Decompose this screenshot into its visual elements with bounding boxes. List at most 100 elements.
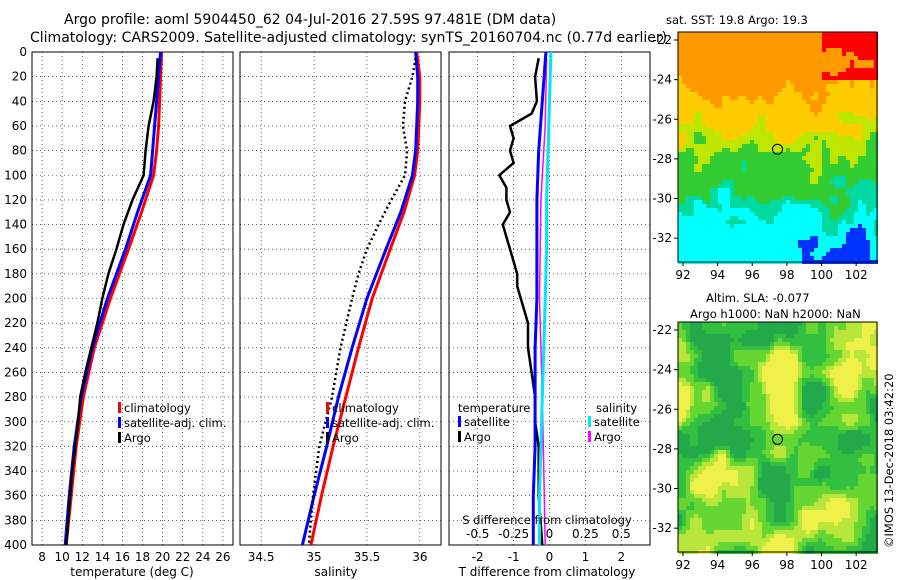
map-cell — [678, 236, 682, 240]
map-cell — [778, 32, 782, 36]
map-cell — [698, 256, 702, 260]
map-cell — [682, 176, 686, 180]
map-cell — [686, 68, 690, 72]
map-cell — [834, 220, 838, 224]
map-cell — [694, 350, 698, 354]
map-cell — [726, 60, 730, 64]
map-cell — [826, 358, 830, 362]
map-cell — [754, 192, 758, 196]
map-cell — [806, 334, 810, 338]
map-cell — [678, 438, 682, 442]
map-cell — [710, 248, 714, 252]
map-cell — [698, 104, 702, 108]
map-cell — [742, 108, 746, 112]
map-cell — [722, 252, 726, 256]
map-cell — [806, 88, 810, 92]
map-cell — [798, 410, 802, 414]
map-cell — [746, 334, 750, 338]
map-cell — [814, 36, 818, 40]
map-cell — [782, 446, 786, 450]
map-cell — [698, 184, 702, 188]
map-cell — [702, 84, 706, 88]
map-cell — [770, 68, 774, 72]
map-cell — [830, 248, 834, 252]
map-cell — [714, 256, 718, 260]
map-cell — [802, 184, 806, 188]
map-cell — [854, 466, 858, 470]
map-cell — [702, 244, 706, 248]
map-cell — [702, 442, 706, 446]
map-cell — [818, 44, 822, 48]
map-cell — [858, 434, 862, 438]
legend-s-satellite-label: satellite — [594, 415, 640, 429]
map-cell — [854, 252, 858, 256]
map-cell — [842, 426, 846, 430]
map-cell — [734, 390, 738, 394]
map-cell — [838, 44, 842, 48]
map-cell — [794, 176, 798, 180]
map-cell — [790, 386, 794, 390]
map-cell — [842, 160, 846, 164]
map-cell — [798, 112, 802, 116]
map-cell — [718, 72, 722, 76]
map-cell — [766, 358, 770, 362]
map-cell — [682, 386, 686, 390]
map-cell — [746, 362, 750, 366]
map-cell — [814, 256, 818, 260]
map-cell — [862, 326, 866, 330]
map-cell — [742, 184, 746, 188]
map-cell — [706, 398, 710, 402]
map-cell — [806, 196, 810, 200]
map-cell — [750, 72, 754, 76]
map-cell — [706, 156, 710, 160]
map-cell — [774, 88, 778, 92]
map-cell — [714, 76, 718, 80]
map-cell — [682, 92, 686, 96]
map-cell — [854, 402, 858, 406]
map-cell — [870, 338, 874, 342]
map-cell — [678, 358, 682, 362]
map-cell — [678, 366, 682, 370]
map-cell — [738, 382, 742, 386]
map-cell — [770, 256, 774, 260]
map-cell — [746, 370, 750, 374]
map-cell — [806, 72, 810, 76]
map-cell — [786, 76, 790, 80]
map-cell — [718, 430, 722, 434]
map-cell — [766, 394, 770, 398]
map-cell — [874, 402, 878, 406]
map-cell — [794, 216, 798, 220]
map-cell — [778, 410, 782, 414]
map-cell — [762, 458, 766, 462]
map-cell — [798, 248, 802, 252]
map-cell — [778, 172, 782, 176]
map-cell — [774, 160, 778, 164]
map-cell — [770, 442, 774, 446]
map-cell — [734, 434, 738, 438]
map-cell — [870, 342, 874, 346]
map-cell — [846, 446, 850, 450]
map-cell — [758, 406, 762, 410]
map-cell — [734, 438, 738, 442]
map-cell — [842, 366, 846, 370]
map-cell — [842, 370, 846, 374]
map-cell — [702, 426, 706, 430]
map-cell — [710, 92, 714, 96]
map-cell — [690, 156, 694, 160]
map-cell — [722, 236, 726, 240]
map-cell — [766, 458, 770, 462]
map-cell — [742, 358, 746, 362]
map-cell — [782, 48, 786, 52]
map-cell — [810, 112, 814, 116]
map-cell — [834, 338, 838, 342]
map-cell — [874, 140, 878, 144]
map-cell — [830, 394, 834, 398]
map-cell — [826, 442, 830, 446]
map-cell — [702, 394, 706, 398]
map-cell — [774, 188, 778, 192]
map-cell — [822, 366, 826, 370]
map-cell — [758, 172, 762, 176]
map-cell — [826, 72, 830, 76]
map-cell — [854, 354, 858, 358]
map-cell — [862, 354, 866, 358]
